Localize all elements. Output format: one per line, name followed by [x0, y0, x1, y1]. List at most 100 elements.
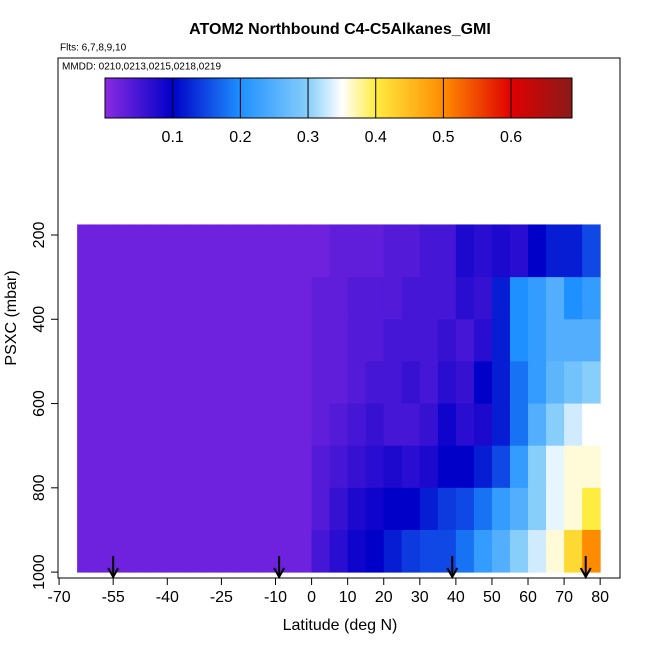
heat-cell — [582, 529, 601, 573]
heat-cell — [77, 361, 96, 405]
heat-cell — [383, 487, 403, 531]
heat-cell — [185, 487, 204, 531]
heat-cell — [185, 445, 204, 489]
heat-cell — [95, 403, 114, 447]
heat-cell — [203, 445, 222, 489]
heat-cell — [131, 403, 150, 447]
heat-cell — [419, 487, 439, 531]
heat-cell — [528, 319, 547, 362]
heat-cell — [491, 224, 511, 278]
heat-cell — [365, 277, 385, 320]
y-tick-label: 1000 — [31, 554, 48, 590]
heat-cell — [131, 529, 150, 573]
heat-cell — [149, 361, 168, 405]
heat-cell — [401, 529, 421, 573]
heat-cell — [203, 361, 222, 405]
heat-cell — [239, 224, 258, 278]
heat-cell — [167, 445, 186, 489]
heat-cell — [546, 319, 565, 362]
heat-cell — [329, 319, 349, 362]
heat-cell — [311, 445, 331, 489]
heat-cell — [77, 319, 96, 362]
heat-cell — [564, 361, 583, 405]
heat-cell — [167, 361, 186, 405]
heat-cell — [383, 403, 403, 447]
heat-cell — [365, 361, 385, 405]
heat-cell — [77, 529, 96, 573]
heat-cell — [347, 224, 367, 278]
heat-cell — [257, 445, 277, 489]
heat-cell — [293, 277, 313, 320]
heat-cell — [113, 445, 132, 489]
heat-cell — [311, 529, 331, 573]
heat-cell — [257, 529, 277, 573]
heat-cell — [95, 445, 114, 489]
heat-cell — [275, 277, 295, 320]
heat-cell — [131, 319, 150, 362]
heat-cell — [329, 403, 349, 447]
heat-cell — [311, 487, 331, 531]
heat-cell — [257, 319, 277, 362]
heat-cell — [546, 277, 565, 320]
heat-cell — [149, 529, 168, 573]
heat-cell — [564, 319, 583, 362]
heat-cell — [95, 224, 114, 278]
heat-cell — [221, 319, 240, 362]
arrow-head — [273, 567, 285, 580]
heat-cell — [437, 445, 457, 489]
heat-cell — [491, 445, 511, 489]
heat-cell — [275, 319, 295, 362]
heat-cell — [383, 445, 403, 489]
heat-cell — [509, 277, 529, 320]
heat-cell — [473, 319, 493, 362]
colorbar-tick-label: 0.1 — [162, 129, 184, 146]
heat-cell — [221, 529, 240, 573]
heat-cell — [185, 277, 204, 320]
heat-cell — [491, 487, 511, 531]
heat-cell — [275, 529, 295, 573]
heat-cell — [203, 224, 222, 278]
annotation: MMDD: 0210,0213,0215,0218,0219 — [62, 62, 221, 73]
heat-cell — [293, 224, 313, 278]
x-tick-label: -25 — [210, 589, 233, 606]
heat-cell — [257, 403, 277, 447]
heat-cell — [419, 529, 439, 573]
heat-cell — [491, 529, 511, 573]
heat-cell — [473, 445, 493, 489]
heat-cell — [347, 403, 367, 447]
heat-cell — [347, 319, 367, 362]
heat-cell — [221, 403, 240, 447]
heat-cell — [528, 487, 547, 531]
heat-cell — [365, 403, 385, 447]
y-tick-label: 200 — [31, 222, 48, 249]
heat-cell — [347, 361, 367, 405]
heat-cell — [546, 403, 565, 447]
heat-cell — [564, 277, 583, 320]
heat-cell — [455, 487, 475, 531]
heat-cell — [546, 487, 565, 531]
heat-cell — [167, 319, 186, 362]
heat-cell — [239, 319, 258, 362]
arrow-head — [107, 567, 120, 580]
heat-cell — [564, 445, 583, 489]
x-tick-label: 0 — [307, 589, 316, 606]
heat-cell — [509, 319, 529, 362]
heat-cell — [149, 319, 168, 362]
heat-cell — [329, 224, 349, 278]
heat-cell — [528, 224, 547, 278]
heat-cell — [419, 277, 439, 320]
heat-cell — [473, 529, 493, 573]
x-tick-label: 20 — [375, 589, 393, 606]
heat-cell — [582, 277, 601, 320]
heat-cell — [239, 445, 258, 489]
heat-cell — [582, 319, 601, 362]
heat-cell — [221, 224, 240, 278]
heat-cell — [293, 319, 313, 362]
heat-cell — [167, 224, 186, 278]
colorbar-tick-label: 0.3 — [297, 129, 319, 146]
heat-cell — [239, 529, 258, 573]
heat-cell — [582, 224, 601, 278]
heat-cell — [582, 445, 601, 489]
heat-cell — [167, 529, 186, 573]
